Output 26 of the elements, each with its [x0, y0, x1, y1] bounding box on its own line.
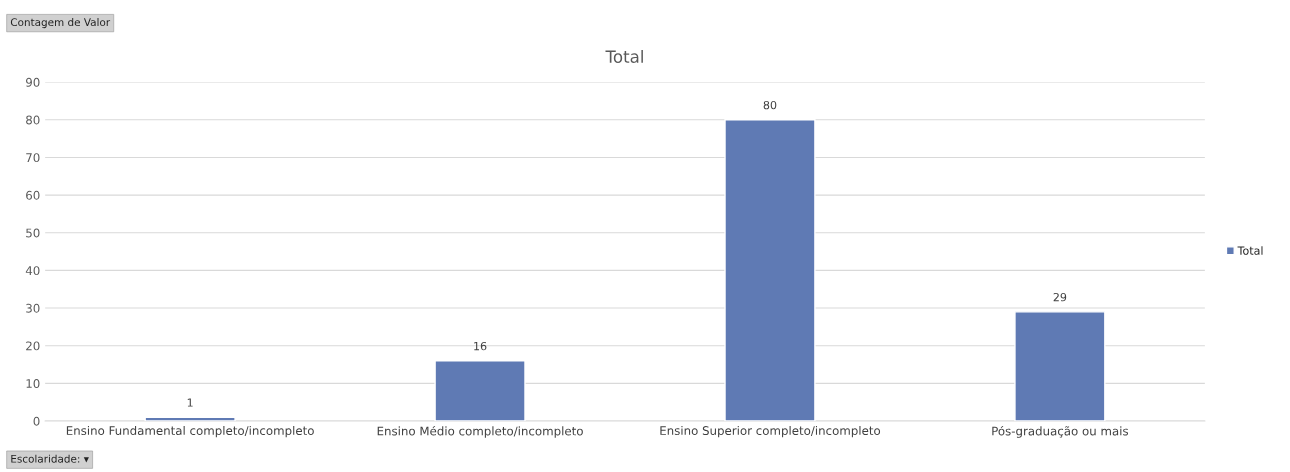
text: Contagem de Valor	[10, 18, 111, 29]
y-tick-label: 60	[26, 190, 40, 200]
data-label: 80	[763, 100, 777, 110]
x-tick-label: Pós-graduação ou mais	[992, 425, 1129, 438]
y-tick-label: 90	[26, 77, 40, 87]
bar	[434, 360, 526, 422]
y-tick-label: 80	[26, 115, 40, 125]
y-tick-label: 10	[26, 379, 40, 389]
data-label: 1	[187, 398, 193, 407]
x-tick-label: Ensino Fundamental completo/incompleto	[66, 425, 314, 438]
y-tick-label: 40	[25, 266, 40, 276]
x-tick-label: Ensino Médio completo/incompleto	[377, 425, 583, 438]
bar	[144, 416, 236, 422]
bar	[1014, 311, 1106, 422]
text: Escolaridade: ▾	[11, 454, 89, 463]
x-tick-label: Ensino Superior completo/incompleto	[660, 425, 881, 438]
y-tick-label: 0	[33, 416, 40, 426]
legend-label: Total	[1237, 246, 1263, 255]
y-tick-label: 50	[26, 228, 40, 238]
y-tick-label: 20	[26, 341, 40, 351]
chart-title: Total	[605, 50, 643, 63]
y-tick-label: 30	[26, 303, 40, 313]
data-label: 16	[474, 341, 487, 351]
y-tick-label: 70	[26, 153, 40, 163]
bar	[724, 119, 816, 422]
data-label: 29	[1053, 292, 1067, 302]
